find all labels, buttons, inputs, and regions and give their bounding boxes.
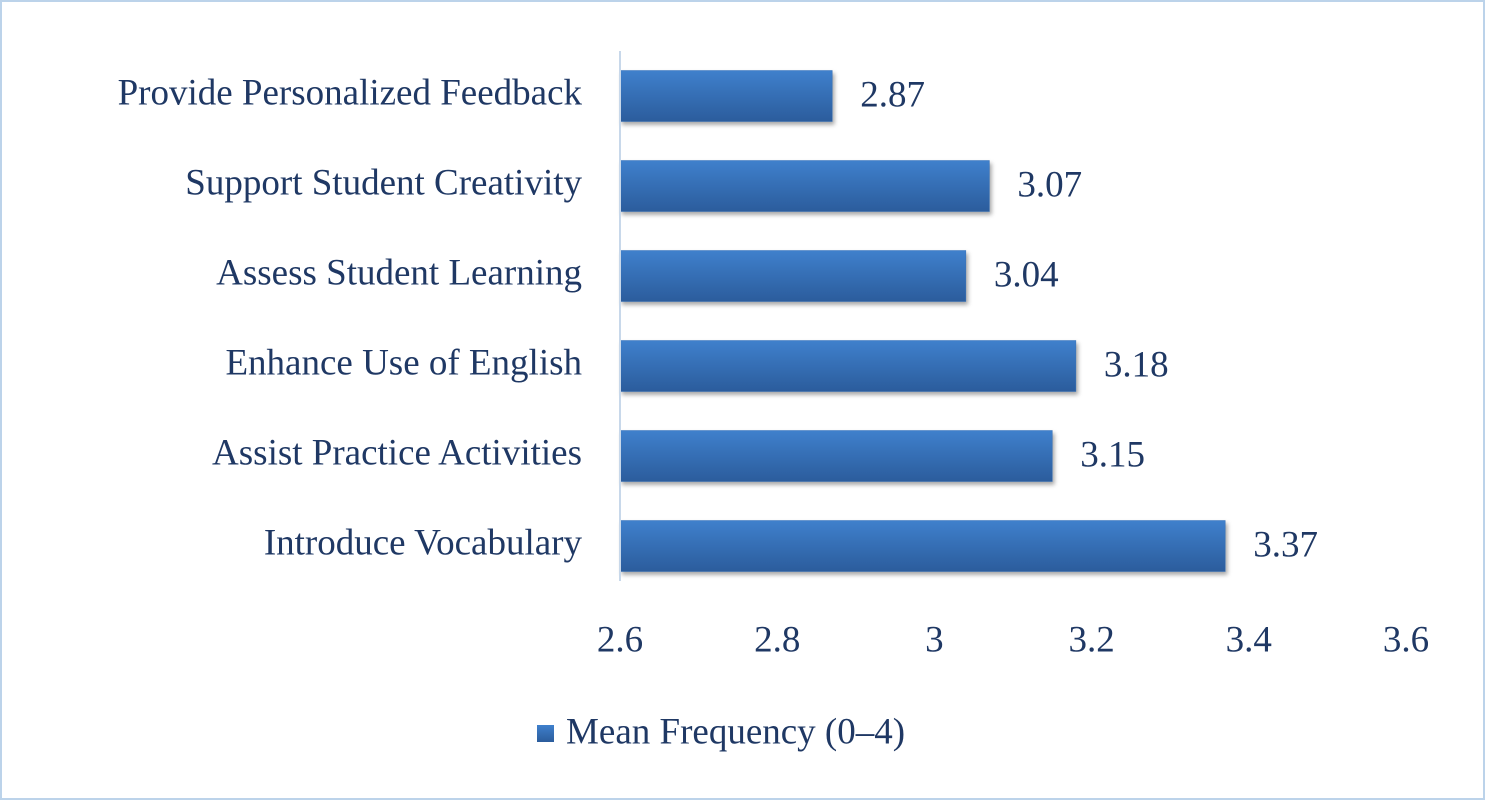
y-tick-label: Assist Practice Activities	[212, 432, 582, 473]
value-label: 3.18	[1104, 344, 1169, 385]
bar	[619, 70, 833, 122]
y-tick-label: Support Student Creativity	[185, 162, 582, 203]
y-tick-label: Provide Personalized Feedback	[118, 72, 583, 113]
legend-label: Mean Frequency (0–4)	[566, 711, 905, 752]
bar	[619, 250, 967, 302]
y-tick-label: Introduce Vocabulary	[264, 522, 583, 563]
value-label: 3.37	[1253, 524, 1318, 565]
value-label: 2.87	[860, 74, 925, 115]
legend-swatch	[537, 725, 554, 742]
value-label: 3.15	[1080, 434, 1145, 475]
value-label: 3.04	[994, 254, 1059, 295]
y-tick-label: Assess Student Learning	[216, 252, 582, 293]
x-tick-label: 3.6	[1383, 619, 1429, 660]
plot-area: 2.6 2.8 3 3.2 3.4 3.6 Provide Personalized Fee…	[118, 51, 1429, 752]
x-tick-label: 2.8	[754, 619, 800, 660]
x-tick-label: 3.2	[1068, 619, 1114, 660]
x-tick-label: 2.6	[597, 619, 643, 660]
bar	[619, 340, 1077, 392]
x-tick-label: 3.4	[1226, 619, 1272, 660]
bar	[619, 520, 1226, 572]
x-tick-label: 3	[925, 619, 944, 660]
y-tick-label: Enhance Use of English	[225, 342, 582, 383]
bar	[619, 430, 1053, 482]
value-label: 3.07	[1017, 164, 1082, 205]
bar	[619, 160, 990, 212]
